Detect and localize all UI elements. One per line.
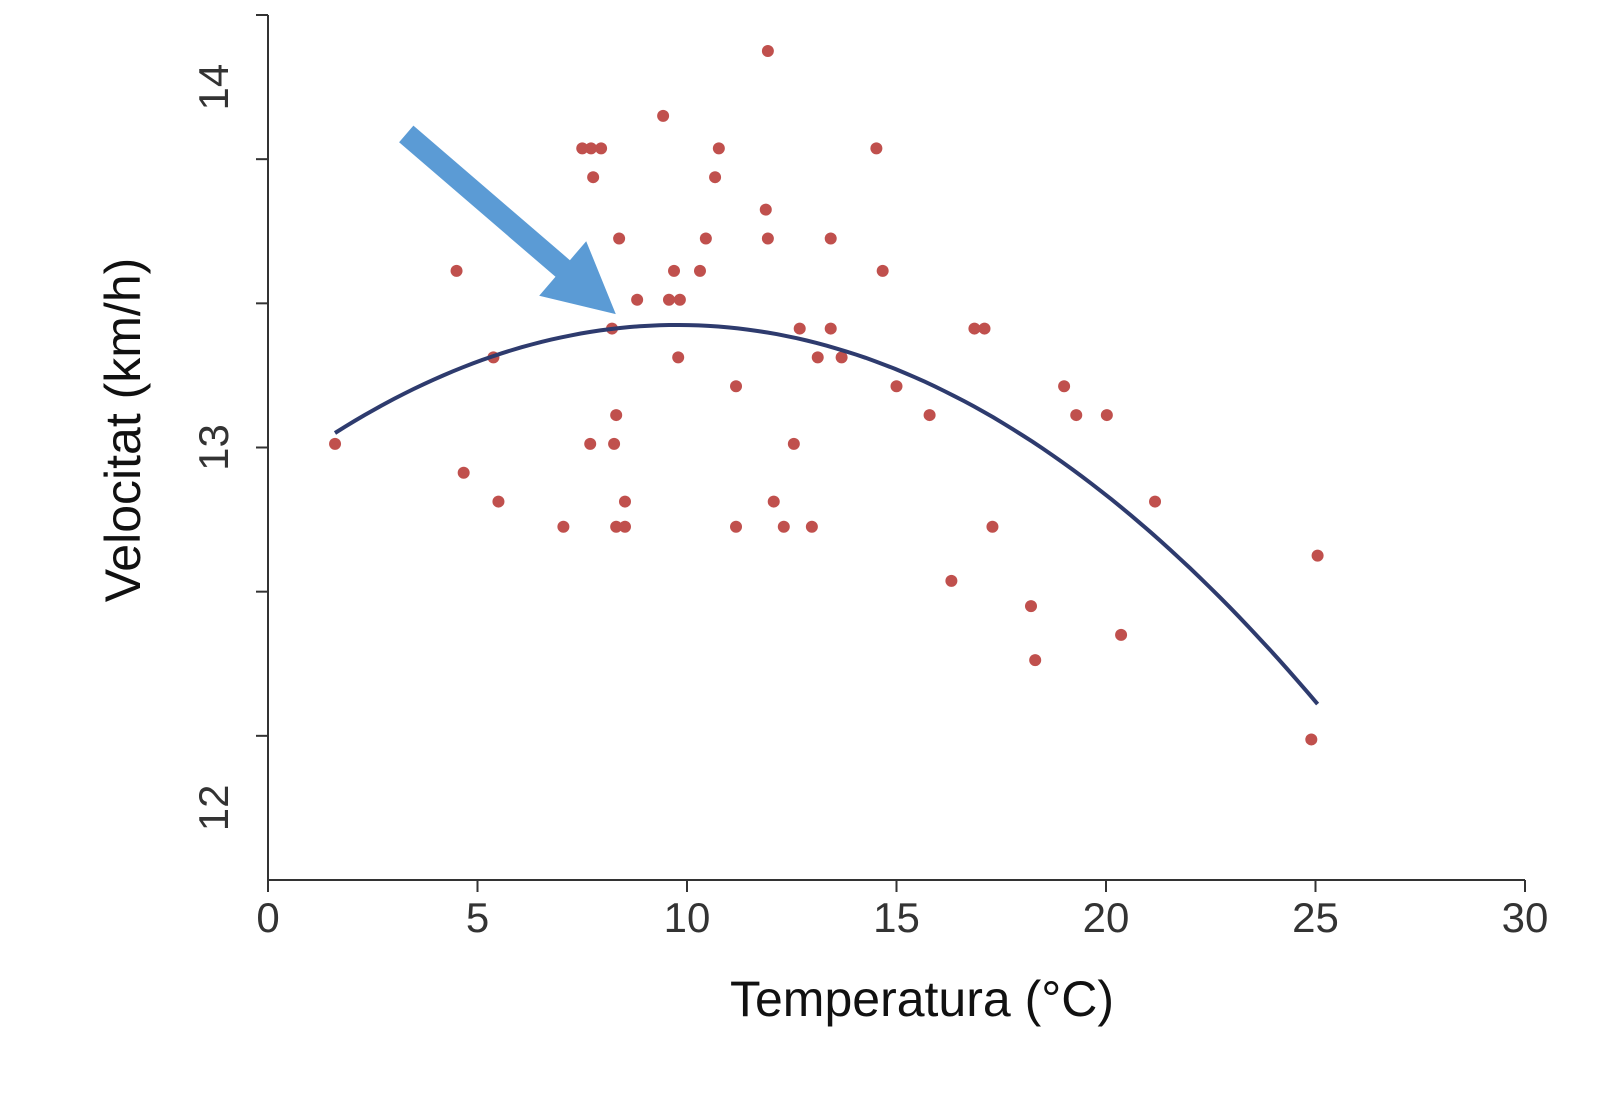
y-tick-label: 13 bbox=[190, 424, 237, 471]
x-tick-label: 30 bbox=[1502, 894, 1549, 941]
x-tick-label: 25 bbox=[1292, 894, 1339, 941]
y-tick-label: 12 bbox=[190, 785, 237, 832]
data-point bbox=[945, 574, 958, 587]
data-point bbox=[1029, 654, 1042, 667]
data-point bbox=[1058, 380, 1071, 393]
data-point bbox=[876, 264, 889, 277]
data-point bbox=[730, 520, 743, 533]
data-point bbox=[986, 520, 999, 533]
x-tick-label: 0 bbox=[256, 894, 279, 941]
data-point bbox=[709, 171, 722, 184]
data-point bbox=[759, 203, 772, 216]
data-point bbox=[730, 380, 743, 393]
data-point bbox=[557, 520, 570, 533]
data-point bbox=[1070, 409, 1083, 422]
data-point bbox=[1024, 600, 1037, 613]
data-point bbox=[610, 520, 623, 533]
data-point bbox=[631, 293, 644, 306]
x-tick-label: 20 bbox=[1083, 894, 1130, 941]
data-point bbox=[824, 322, 837, 335]
data-point bbox=[890, 380, 903, 393]
annotation-arrow bbox=[399, 125, 616, 315]
data-point bbox=[1149, 495, 1162, 508]
data-point bbox=[923, 409, 936, 422]
data-point bbox=[1115, 628, 1128, 641]
fit-curve bbox=[333, 323, 1320, 706]
data-point bbox=[657, 109, 670, 122]
data-point bbox=[805, 520, 818, 533]
data-point bbox=[870, 142, 883, 155]
data-point bbox=[811, 351, 824, 364]
data-point bbox=[662, 293, 675, 306]
data-point bbox=[761, 232, 774, 245]
data-point bbox=[450, 264, 463, 277]
data-point bbox=[1305, 733, 1318, 746]
data-point bbox=[793, 322, 806, 335]
data-point bbox=[492, 495, 505, 508]
y-axis-title: Velocitat (km/h) bbox=[95, 258, 151, 603]
y-tick-label: 14 bbox=[190, 64, 237, 111]
data-point bbox=[610, 409, 623, 422]
data-point bbox=[968, 322, 981, 335]
data-point bbox=[1100, 409, 1113, 422]
data-point bbox=[787, 437, 800, 450]
data-point bbox=[618, 520, 631, 533]
data-point bbox=[672, 351, 685, 364]
data-point bbox=[699, 232, 712, 245]
data-point bbox=[693, 264, 706, 277]
data-point bbox=[584, 437, 597, 450]
data-point bbox=[777, 520, 790, 533]
data-point bbox=[585, 142, 598, 155]
data-point bbox=[712, 142, 725, 155]
data-point bbox=[587, 171, 600, 184]
data-point bbox=[457, 466, 470, 479]
data-point bbox=[613, 232, 626, 245]
data-point bbox=[978, 322, 991, 335]
data-point bbox=[329, 437, 342, 450]
data-point bbox=[673, 293, 686, 306]
data-point bbox=[668, 264, 681, 277]
data-point bbox=[608, 437, 621, 450]
data-point bbox=[835, 351, 848, 364]
x-axis-title: Temperatura (°C) bbox=[730, 971, 1114, 1027]
data-point bbox=[761, 45, 774, 58]
data-point bbox=[595, 142, 608, 155]
data-point bbox=[824, 232, 837, 245]
x-tick-label: 15 bbox=[873, 894, 920, 941]
x-tick-label: 5 bbox=[466, 894, 489, 941]
data-point bbox=[618, 495, 631, 508]
data-point bbox=[767, 495, 780, 508]
x-tick-label: 10 bbox=[664, 894, 711, 941]
data-point bbox=[576, 142, 589, 155]
data-point bbox=[1311, 549, 1324, 562]
